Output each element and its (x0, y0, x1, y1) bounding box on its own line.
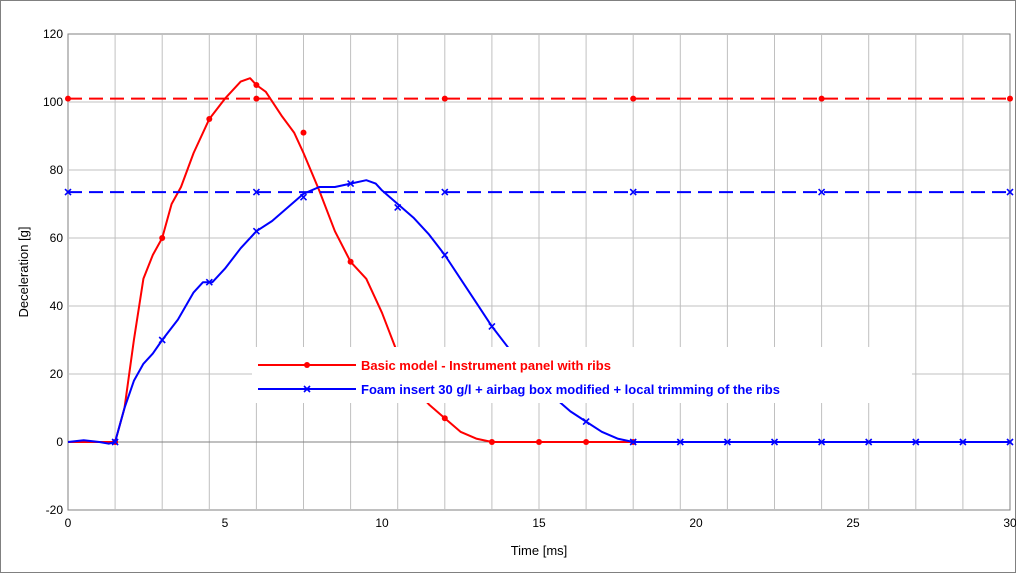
data-point (347, 258, 354, 265)
y-tick-label: 0 (56, 435, 63, 449)
data-point (488, 322, 496, 330)
data-point (300, 129, 307, 136)
data-point (441, 95, 448, 102)
data-point (65, 95, 71, 102)
series-4 (64, 188, 1014, 196)
x-tick-label: 30 (1003, 516, 1016, 530)
y-tick-label: 80 (50, 163, 64, 177)
y-tick-label: 100 (43, 95, 63, 109)
x-axis-title: Time [ms] (511, 543, 568, 558)
data-point (1007, 95, 1013, 102)
legend-item-2: Foam insert 30 g/l + airbag box modified… (258, 382, 780, 397)
x-tick-label: 20 (689, 516, 703, 530)
data-point (676, 438, 684, 446)
data-point (865, 438, 873, 446)
x-tick-label: 0 (65, 516, 72, 530)
series-3 (65, 95, 1013, 102)
legend-background (252, 347, 912, 403)
data-point (536, 439, 542, 445)
data-point (205, 278, 213, 286)
data-point (959, 438, 967, 446)
data-point (818, 188, 826, 196)
y-axis-title: Deceleration [g] (16, 226, 31, 317)
data-point (158, 336, 166, 344)
data-point (252, 188, 260, 196)
y-tick-label: 120 (43, 27, 63, 41)
data-point (629, 438, 637, 446)
legend: Basic model - Instrument panel with ribs… (252, 347, 912, 403)
data-point (64, 188, 72, 196)
data-point (630, 95, 637, 102)
data-point (253, 82, 260, 88)
series-line-1 (68, 77, 634, 443)
legend-marker-1 (304, 362, 310, 368)
y-tick-label: 40 (50, 299, 64, 313)
data-point (347, 180, 355, 188)
x-tick-label: 25 (846, 516, 860, 530)
data-point (818, 95, 825, 102)
data-point (441, 415, 448, 422)
data-point (206, 116, 213, 122)
data-point (488, 439, 495, 445)
grid (68, 34, 1010, 510)
x-tick-label: 5 (222, 516, 229, 530)
data-point (912, 438, 920, 446)
data-point (159, 235, 166, 241)
legend-item-1: Basic model - Instrument panel with ribs (258, 358, 611, 373)
data-point (253, 95, 260, 102)
y-tick-label: -20 (46, 503, 64, 517)
data-point (441, 188, 449, 196)
y-tick-label: 60 (50, 231, 64, 245)
data-point (770, 438, 779, 446)
x-tick-label: 10 (375, 516, 389, 530)
data-point (582, 418, 590, 426)
data-point (1006, 188, 1014, 196)
data-point (252, 227, 260, 235)
legend-marker-2 (303, 385, 311, 393)
data-point (629, 188, 637, 196)
data-point (723, 438, 731, 446)
data-point (299, 193, 308, 201)
data-point (111, 438, 119, 446)
data-point (818, 438, 826, 446)
y-tick-label: 20 (50, 367, 64, 381)
data-point (1006, 438, 1014, 446)
data-point (441, 251, 449, 259)
legend-label-1: Basic model - Instrument panel with ribs (361, 358, 611, 373)
legend-label-2: Foam insert 30 g/l + airbag box modified… (361, 382, 780, 397)
x-tick-label: 15 (532, 516, 546, 530)
data-point (583, 439, 590, 445)
data-point (394, 203, 402, 211)
